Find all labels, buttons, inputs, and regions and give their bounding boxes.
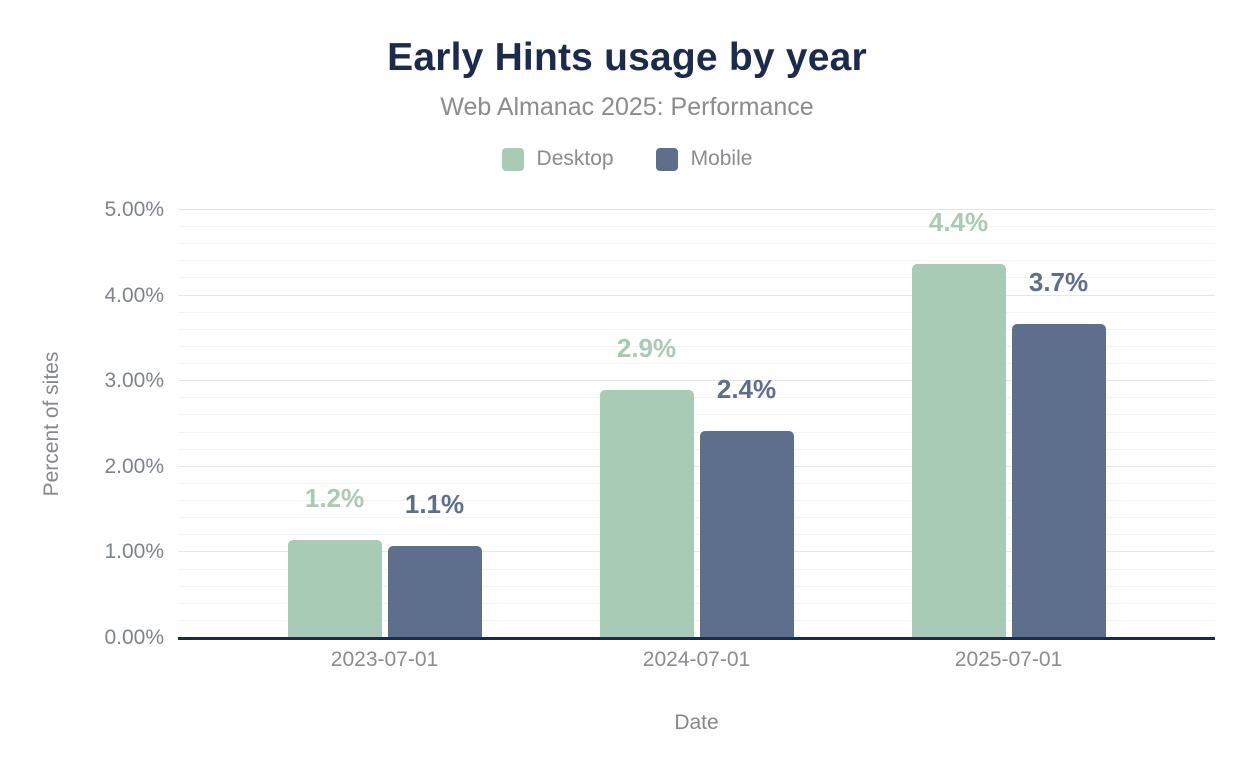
bar-value-label: 1.1% — [404, 489, 465, 520]
legend: Desktop Mobile — [0, 145, 1254, 173]
bar-value-label: 4.4% — [928, 206, 989, 237]
legend-label: Desktop — [536, 147, 614, 170]
x-tick-label: 2023-07-01 — [330, 648, 439, 671]
gridline-minor — [178, 482, 1215, 484]
bar-desktop-2025-07-01 — [911, 263, 1006, 638]
gridline-major — [178, 380, 1215, 382]
bar-mobile-2024-07-01 — [699, 430, 794, 638]
gridline-minor — [178, 602, 1215, 604]
y-tick-label: 4.00% — [104, 283, 164, 307]
gridline-minor — [178, 414, 1215, 416]
legend-item-desktop: Desktop — [501, 147, 614, 171]
y-tick-label: 3.00% — [104, 369, 164, 393]
gridline-minor — [178, 328, 1215, 330]
gridline-minor — [178, 431, 1215, 433]
gridline-minor — [178, 500, 1215, 502]
gridline-minor — [178, 311, 1215, 313]
gridline-minor — [178, 448, 1215, 450]
y-tick-label: 0.00% — [104, 626, 164, 649]
gridline-major — [178, 551, 1215, 553]
x-axis-line — [178, 637, 1215, 640]
gridline-minor — [178, 397, 1215, 399]
gridline-minor — [178, 619, 1215, 621]
bar-desktop-2023-07-01 — [287, 539, 382, 638]
legend-item-mobile: Mobile — [655, 147, 753, 171]
bar-value-label: 2.4% — [716, 373, 777, 404]
x-axis-title: Date — [674, 711, 719, 734]
bar-value-label: 2.9% — [616, 332, 677, 363]
gridline-major — [178, 465, 1215, 467]
bar-desktop-2024-07-01 — [599, 389, 694, 638]
x-axis-tick-labels: 2023-07-01 2024-07-01 2025-07-01 — [178, 648, 1215, 676]
x-tick-label: 2024-07-01 — [642, 648, 751, 671]
gridline-minor — [178, 363, 1215, 365]
x-tick-label: 2025-07-01 — [954, 648, 1063, 671]
legend-swatch-icon — [655, 147, 678, 171]
gridline-minor — [178, 568, 1215, 570]
gridline-minor — [178, 534, 1215, 536]
y-tick-label: 1.00% — [104, 540, 164, 564]
legend-label: Mobile — [690, 147, 753, 170]
gridline-major — [178, 209, 1215, 210]
y-tick-label: 5.00% — [104, 198, 164, 221]
plot-area: 1.2% 1.1% 2.9% 2.4% 4.4% 3.7% — [178, 206, 1215, 640]
bar-mobile-2023-07-01 — [387, 546, 482, 638]
gridline-minor — [178, 585, 1215, 587]
y-axis-tick-labels: 0.00% 1.00% 2.00% 3.00% 4.00% 5.00% — [0, 198, 164, 649]
y-tick-label: 2.00% — [104, 454, 164, 478]
chart-title: Early Hints usage by year — [387, 36, 867, 79]
gridline-minor — [178, 517, 1215, 519]
gridline-minor — [178, 345, 1215, 347]
legend-swatch-icon — [501, 147, 524, 171]
gridline-minor — [178, 226, 1215, 228]
gridline-minor — [178, 260, 1215, 262]
gridline-major — [178, 294, 1215, 296]
bar-value-label: 3.7% — [1028, 266, 1089, 297]
bar-value-label: 1.2% — [304, 482, 365, 513]
bar-mobile-2025-07-01 — [1011, 323, 1106, 638]
gridline-minor — [178, 277, 1215, 279]
chart-subtitle: Web Almanac 2025: Performance — [440, 93, 814, 121]
gridline-minor — [178, 243, 1215, 245]
